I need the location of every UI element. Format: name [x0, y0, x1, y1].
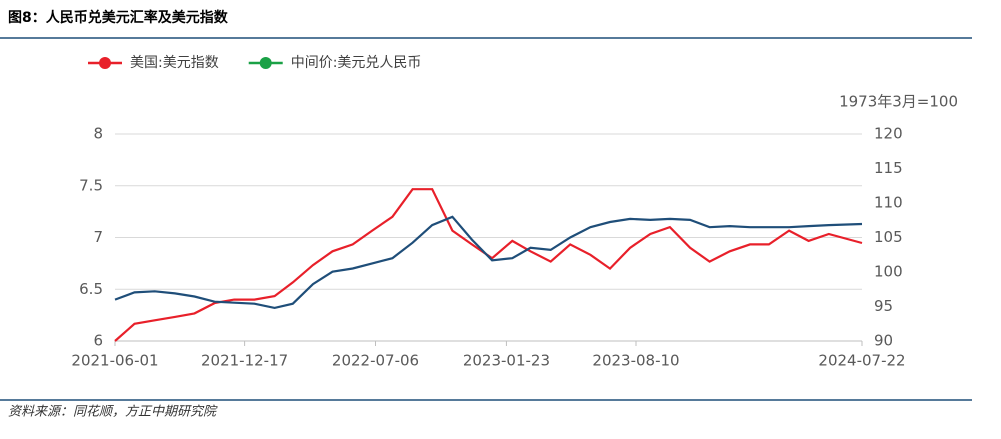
legend-marker	[99, 57, 111, 69]
y2-axis-label: 1973年3月=100	[839, 93, 958, 111]
legend-label: 美国:美元指数	[130, 55, 219, 71]
y2-tick-label: 120	[874, 125, 903, 143]
y2-tick-label: 95	[874, 297, 893, 315]
x-tick-label: 2021-12-17	[201, 352, 288, 370]
y2-tick-label: 110	[874, 194, 903, 212]
series-line	[114, 215, 863, 310]
y-tick-label: 6	[93, 332, 103, 350]
x-tick-label: 2023-01-23	[463, 352, 550, 370]
y2-tick-label: 105	[874, 228, 903, 246]
chart-title: 图8：人民币兑美元汇率及美元指数	[8, 9, 229, 26]
y-tick-label: 6.5	[79, 280, 103, 298]
y2-tick-label: 90	[874, 332, 893, 350]
x-tick-label: 2021-06-01	[71, 352, 158, 370]
x-tick-label: 2022-07-06	[332, 352, 419, 370]
y2-tick-label: 100	[874, 263, 903, 281]
y2-tick-label: 115	[874, 159, 903, 177]
legend-label: 中间价:美元兑人民币	[291, 55, 422, 71]
source: 资料来源：同花顺，方正中期研究院	[8, 404, 218, 420]
y-tick-label: 7.5	[79, 176, 103, 194]
y-tick-label: 7	[93, 228, 103, 246]
x-tick-label: 2023-08-10	[592, 352, 679, 370]
y-tick-label: 8	[93, 125, 103, 143]
x-tick-label: 2024-07-22	[818, 352, 905, 370]
legend-marker	[259, 57, 272, 69]
series-line	[114, 188, 863, 342]
